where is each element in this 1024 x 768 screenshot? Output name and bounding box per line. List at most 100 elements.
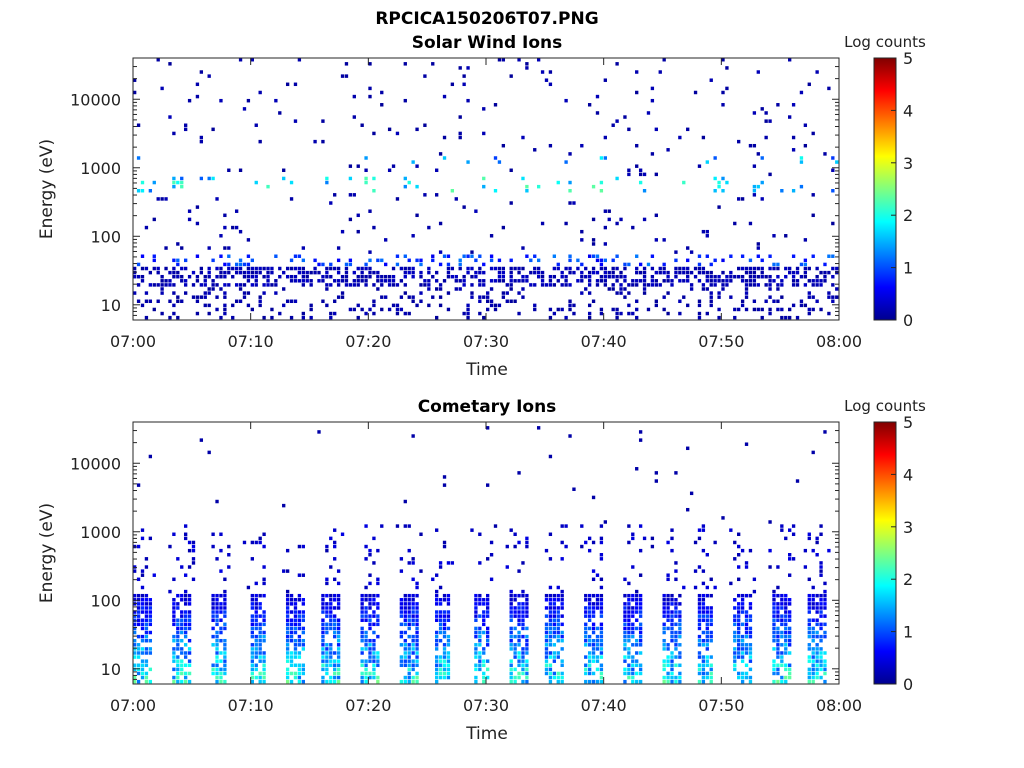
spectrogram-cell: [709, 679, 713, 684]
spectrogram-cell: [458, 262, 462, 267]
plot-frame: [132, 57, 840, 321]
spectrogram-cell: [552, 311, 557, 316]
spectrogram-cell: [246, 291, 251, 295]
spectrogram-cell: [258, 634, 262, 639]
spectrogram-cell: [474, 614, 478, 618]
spectrogram-cell: [333, 540, 337, 545]
spectrogram-cell: [536, 266, 541, 271]
spectrogram-cell: [713, 176, 717, 181]
spectrogram-cell: [788, 266, 792, 271]
spectrogram-cell: [254, 593, 258, 598]
spectrogram-cell: [133, 274, 137, 279]
spectrogram-cell: [548, 618, 553, 622]
spectrogram-cell: [293, 651, 298, 655]
spectrogram-cell: [336, 667, 341, 672]
spectrogram-cell: [591, 626, 596, 631]
spectrogram-cell: [540, 283, 545, 287]
spectrogram-cell: [321, 299, 325, 304]
spectrogram-cell: [733, 659, 737, 663]
spectrogram-cell: [289, 258, 294, 263]
spectrogram-cell: [689, 250, 694, 254]
spectrogram-cell: [517, 279, 521, 283]
spectrogram-cell: [474, 602, 478, 606]
spectrogram-cell: [246, 303, 251, 308]
spectrogram-cell: [807, 536, 811, 541]
spectrogram-cell: [638, 626, 643, 631]
spectrogram-cell: [788, 557, 792, 561]
spectrogram-cell: [297, 622, 302, 627]
spectrogram-cell: [462, 254, 466, 258]
spectrogram-cell: [776, 103, 780, 107]
spectrogram-cell: [599, 602, 604, 606]
spectrogram-cell: [482, 184, 486, 189]
spectrogram-cell: [544, 659, 549, 663]
spectrogram-cell: [364, 679, 368, 684]
spectrogram-cell: [780, 675, 784, 680]
spectrogram-cell: [140, 638, 145, 643]
spectrogram-cell: [819, 606, 823, 610]
spectrogram-cell: [372, 622, 376, 627]
spectrogram-cell: [733, 622, 737, 627]
spectrogram-cell: [819, 610, 823, 614]
spectrogram-cell: [285, 647, 290, 651]
spectrogram-cell: [587, 103, 592, 107]
spectrogram-cell: [262, 532, 266, 537]
spectrogram-cell: [486, 614, 490, 618]
spectrogram-cell: [372, 536, 376, 541]
spectrogram-cell: [717, 184, 721, 189]
spectrogram-cell: [697, 663, 702, 668]
spectrogram-cell: [501, 266, 506, 271]
colorbar-tick-label: 2: [903, 570, 913, 589]
spectrogram-cell: [505, 565, 509, 569]
spectrogram-cell: [482, 270, 486, 275]
spectrogram-cell: [258, 675, 262, 680]
spectrogram-cell: [615, 315, 619, 320]
spectrogram-cell: [238, 299, 243, 304]
spectrogram-cell: [627, 172, 631, 177]
spectrogram-cell: [442, 671, 447, 676]
spectrogram-cell: [525, 663, 529, 668]
spectrogram-cell: [776, 634, 780, 639]
spectrogram-cell: [144, 651, 149, 655]
spectrogram-cell: [772, 647, 776, 651]
spectrogram-cell: [513, 299, 517, 304]
spectrogram-cell: [788, 602, 792, 606]
spectrogram-cell: [662, 238, 666, 242]
spectrogram-cell: [744, 593, 749, 598]
spectrogram-cell: [697, 311, 702, 316]
spectrogram-cell: [144, 663, 149, 668]
spectrogram-cell: [411, 610, 415, 614]
spectrogram-cell: [231, 266, 235, 271]
colorbar-tick-label: 2: [903, 206, 913, 225]
spectrogram-cell: [368, 622, 372, 627]
spectrogram-cell: [270, 266, 274, 271]
spectrogram-cell: [697, 299, 702, 304]
spectrogram-cell: [627, 667, 631, 672]
spectrogram-cell: [176, 593, 180, 598]
spectrogram-cell: [191, 548, 196, 553]
spectrogram-cell: [521, 667, 525, 672]
spectrogram-cell: [152, 254, 156, 258]
spectrogram-cell: [489, 299, 494, 304]
spectrogram-cell: [595, 647, 600, 651]
spectrogram-cell: [419, 283, 423, 287]
spectrogram-cell: [654, 172, 658, 177]
x-tick-label: 07:30: [463, 696, 509, 715]
spectrogram-cell: [180, 593, 184, 598]
spectrogram-cell: [776, 262, 780, 267]
spectrogram-cell: [584, 266, 588, 271]
spectrogram-cell: [587, 679, 592, 684]
spectrogram-cell: [831, 221, 835, 226]
spectrogram-cell: [250, 655, 254, 659]
spectrogram-cell: [223, 659, 227, 663]
spectrogram-cell: [540, 279, 545, 283]
spectrogram-cell: [435, 618, 439, 622]
spectrogram-cell: [289, 593, 294, 598]
spectrogram-cell: [140, 667, 145, 672]
spectrogram-cell: [548, 622, 553, 627]
spectrogram-cell: [536, 270, 541, 275]
spectrogram-cell: [603, 266, 607, 271]
spectrogram-cell: [227, 565, 231, 569]
spectrogram-cell: [674, 266, 678, 271]
